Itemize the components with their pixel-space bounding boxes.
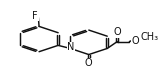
Text: O: O <box>131 36 139 46</box>
Text: O: O <box>85 58 93 68</box>
Text: O: O <box>113 27 121 37</box>
Text: F: F <box>32 11 38 21</box>
Text: CH₃: CH₃ <box>141 32 159 42</box>
Text: N: N <box>67 42 75 52</box>
